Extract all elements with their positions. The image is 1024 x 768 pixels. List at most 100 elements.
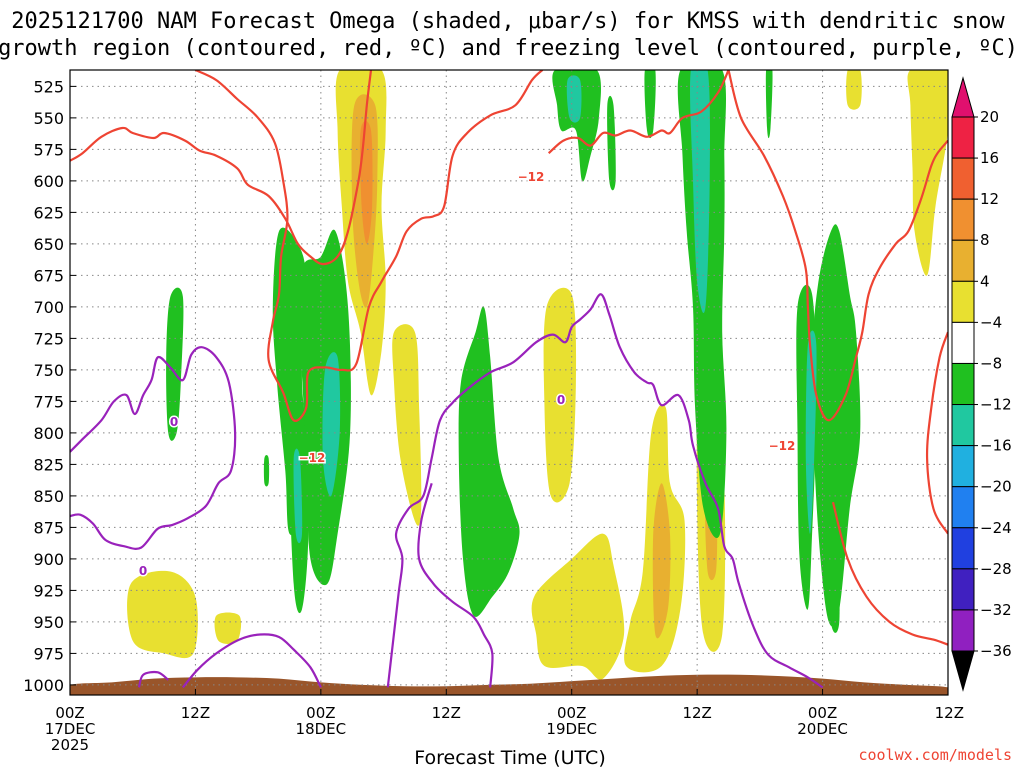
colorbar: 20 16 12 8 4 −4 −8 −12 −16 −20 −24 −28 −32 −36 [951,76,1012,692]
freezing-level-contour-2 [182,633,322,689]
colorbar-label-6: −8 [980,354,1002,372]
omega-region-down_weak-26 [263,454,270,487]
colorbar-band-6 [951,362,975,406]
omega-region-down_mod-22 [322,352,341,497]
x-tick-label-24-line1: 00Z [306,704,335,722]
x-tick-label-0-line1: 00Z [55,704,84,722]
snow-contour-label-minus12-b: −12 [299,451,326,465]
snow-growth-contour-5 [831,501,948,646]
freezing-contour-label-0-c: 0 [557,393,565,407]
y-tick-label-750: 750 [33,361,64,380]
snow-contour-label-minus12-a: −12 [518,170,545,184]
y-tick-label-925: 925 [33,581,64,600]
y-tick-label-650: 650 [33,235,64,254]
freezing-level-contour-3 [386,293,824,689]
omega-region-down_weak-28 [811,224,861,627]
y-tick-label-950: 950 [33,613,64,632]
x-tick-label-0-line3: 2025 [51,736,89,754]
colorbar-label-3: 8 [980,231,990,249]
x-axis-label: Forecast Time (UTC) [414,747,605,768]
x-tick-label-36-line1: 12Z [432,704,461,722]
omega-region-up_mod-8 [652,483,671,639]
omega-shading-layer [70,70,948,695]
x-tick-label-0-line2: 17DEC [45,720,96,738]
freezing-contour-label-0-a: 0 [170,415,178,429]
plot-frame [69,69,949,696]
y-axis: 525 550 575 600 625 650 675 700 725 750 775 800 825 8… [23,77,76,695]
snow-growth-contour-3 [727,70,948,422]
x-tick-label-72-line2: 20DEC [797,720,848,738]
omega-region-up_weak-5 [543,287,577,503]
colorbar-label-13: −36 [980,642,1012,660]
colorbar-bottom-arrow [951,650,975,692]
colorbar-band-10 [951,527,975,570]
colorbar-band-3 [951,239,975,282]
y-tick-label-825: 825 [33,455,64,474]
omega-region-up_weak-3 [127,570,198,659]
omega-region-down_weak-14 [552,70,601,182]
freezing-contour-label-0-b: 0 [139,564,147,578]
chart-title-line1: 2025121700 NAM Forecast Omega (shaded, μ… [11,9,1005,34]
y-tick-label-800: 800 [33,424,64,443]
omega-region-down_mod-24 [293,448,303,544]
credit-text: coolwx.com/models [858,746,1012,764]
colorbar-label-4: 4 [980,272,990,290]
colorbar-top-arrow [951,76,975,118]
omega-region-down_weak-32 [765,70,773,139]
y-tick-label-525: 525 [33,77,64,96]
colorbar-band-12 [951,609,975,652]
y-tick-label-875: 875 [33,518,64,537]
omega-region-up_weak-6 [531,533,625,680]
omega-region-down_mod-15 [566,75,582,123]
x-tick-label-48-line2: 19DEC [546,720,597,738]
omega-region-down_weak-31 [828,522,840,633]
x-tick-label-48-line1: 00Z [557,704,586,722]
colorbar-band-9 [951,486,975,529]
y-tick-label-625: 625 [33,203,64,222]
colorbar-band-0 [951,116,975,159]
y-tick-label-900: 900 [33,550,64,569]
omega-region-down_weak-16 [607,95,616,191]
colorbar-band-11 [951,568,975,611]
y-tick-label-575: 575 [33,140,64,159]
freezing-level-contour-1 [137,670,169,688]
colorbar-label-9: −20 [980,478,1012,496]
colorbar-label-8: −16 [980,437,1012,455]
colorbar-band-5 [951,321,975,364]
omega-region-up_weak-11 [392,324,422,526]
snow-growth-contour-4 [925,331,948,535]
snow-contour-label-minus12-c: −12 [769,439,796,453]
x-tick-label-72-line1: 00Z [808,704,837,722]
omega-region-down_weak-25 [166,287,184,441]
colorbar-band-1 [951,157,975,200]
omega-region-up_weak-12 [846,70,862,110]
colorbar-band-4 [951,280,975,323]
y-tick-label-775: 775 [33,392,64,411]
x-tick-label-12-line1: 12Z [181,704,210,722]
contour-layer [70,70,948,689]
omega-region-down_weak-17 [644,70,656,139]
y-tick-label-725: 725 [33,329,64,348]
x-tick-label-60-line1: 12Z [682,704,711,722]
y-tick-label-700: 700 [33,298,64,317]
snow-growth-contour-1 [194,70,544,422]
colorbar-label-7: −12 [980,396,1012,414]
y-tick-label-975: 975 [33,644,64,663]
freezing-level-contour-0 [70,346,237,550]
colorbar-label-0: 20 [980,108,999,126]
snow-growth-contour-0 [70,70,373,266]
colorbar-label-12: −32 [980,601,1012,619]
chart-title-line2: growth region (contoured, red, ºC) and f… [0,36,1018,61]
colorbar-band-7 [951,404,975,447]
omega-region-up_weak-4 [214,612,242,644]
colorbar-band-2 [951,198,975,241]
omega-region-down_mod-19 [690,70,710,314]
x-tick-label-24-line2: 18DEC [296,720,347,738]
colorbar-label-1: 16 [980,149,999,167]
y-tick-label-675: 675 [33,266,64,285]
omega-region-up_weak-13 [907,70,948,276]
colorbar-label-2: 12 [980,190,999,208]
y-tick-label-850: 850 [33,487,64,506]
